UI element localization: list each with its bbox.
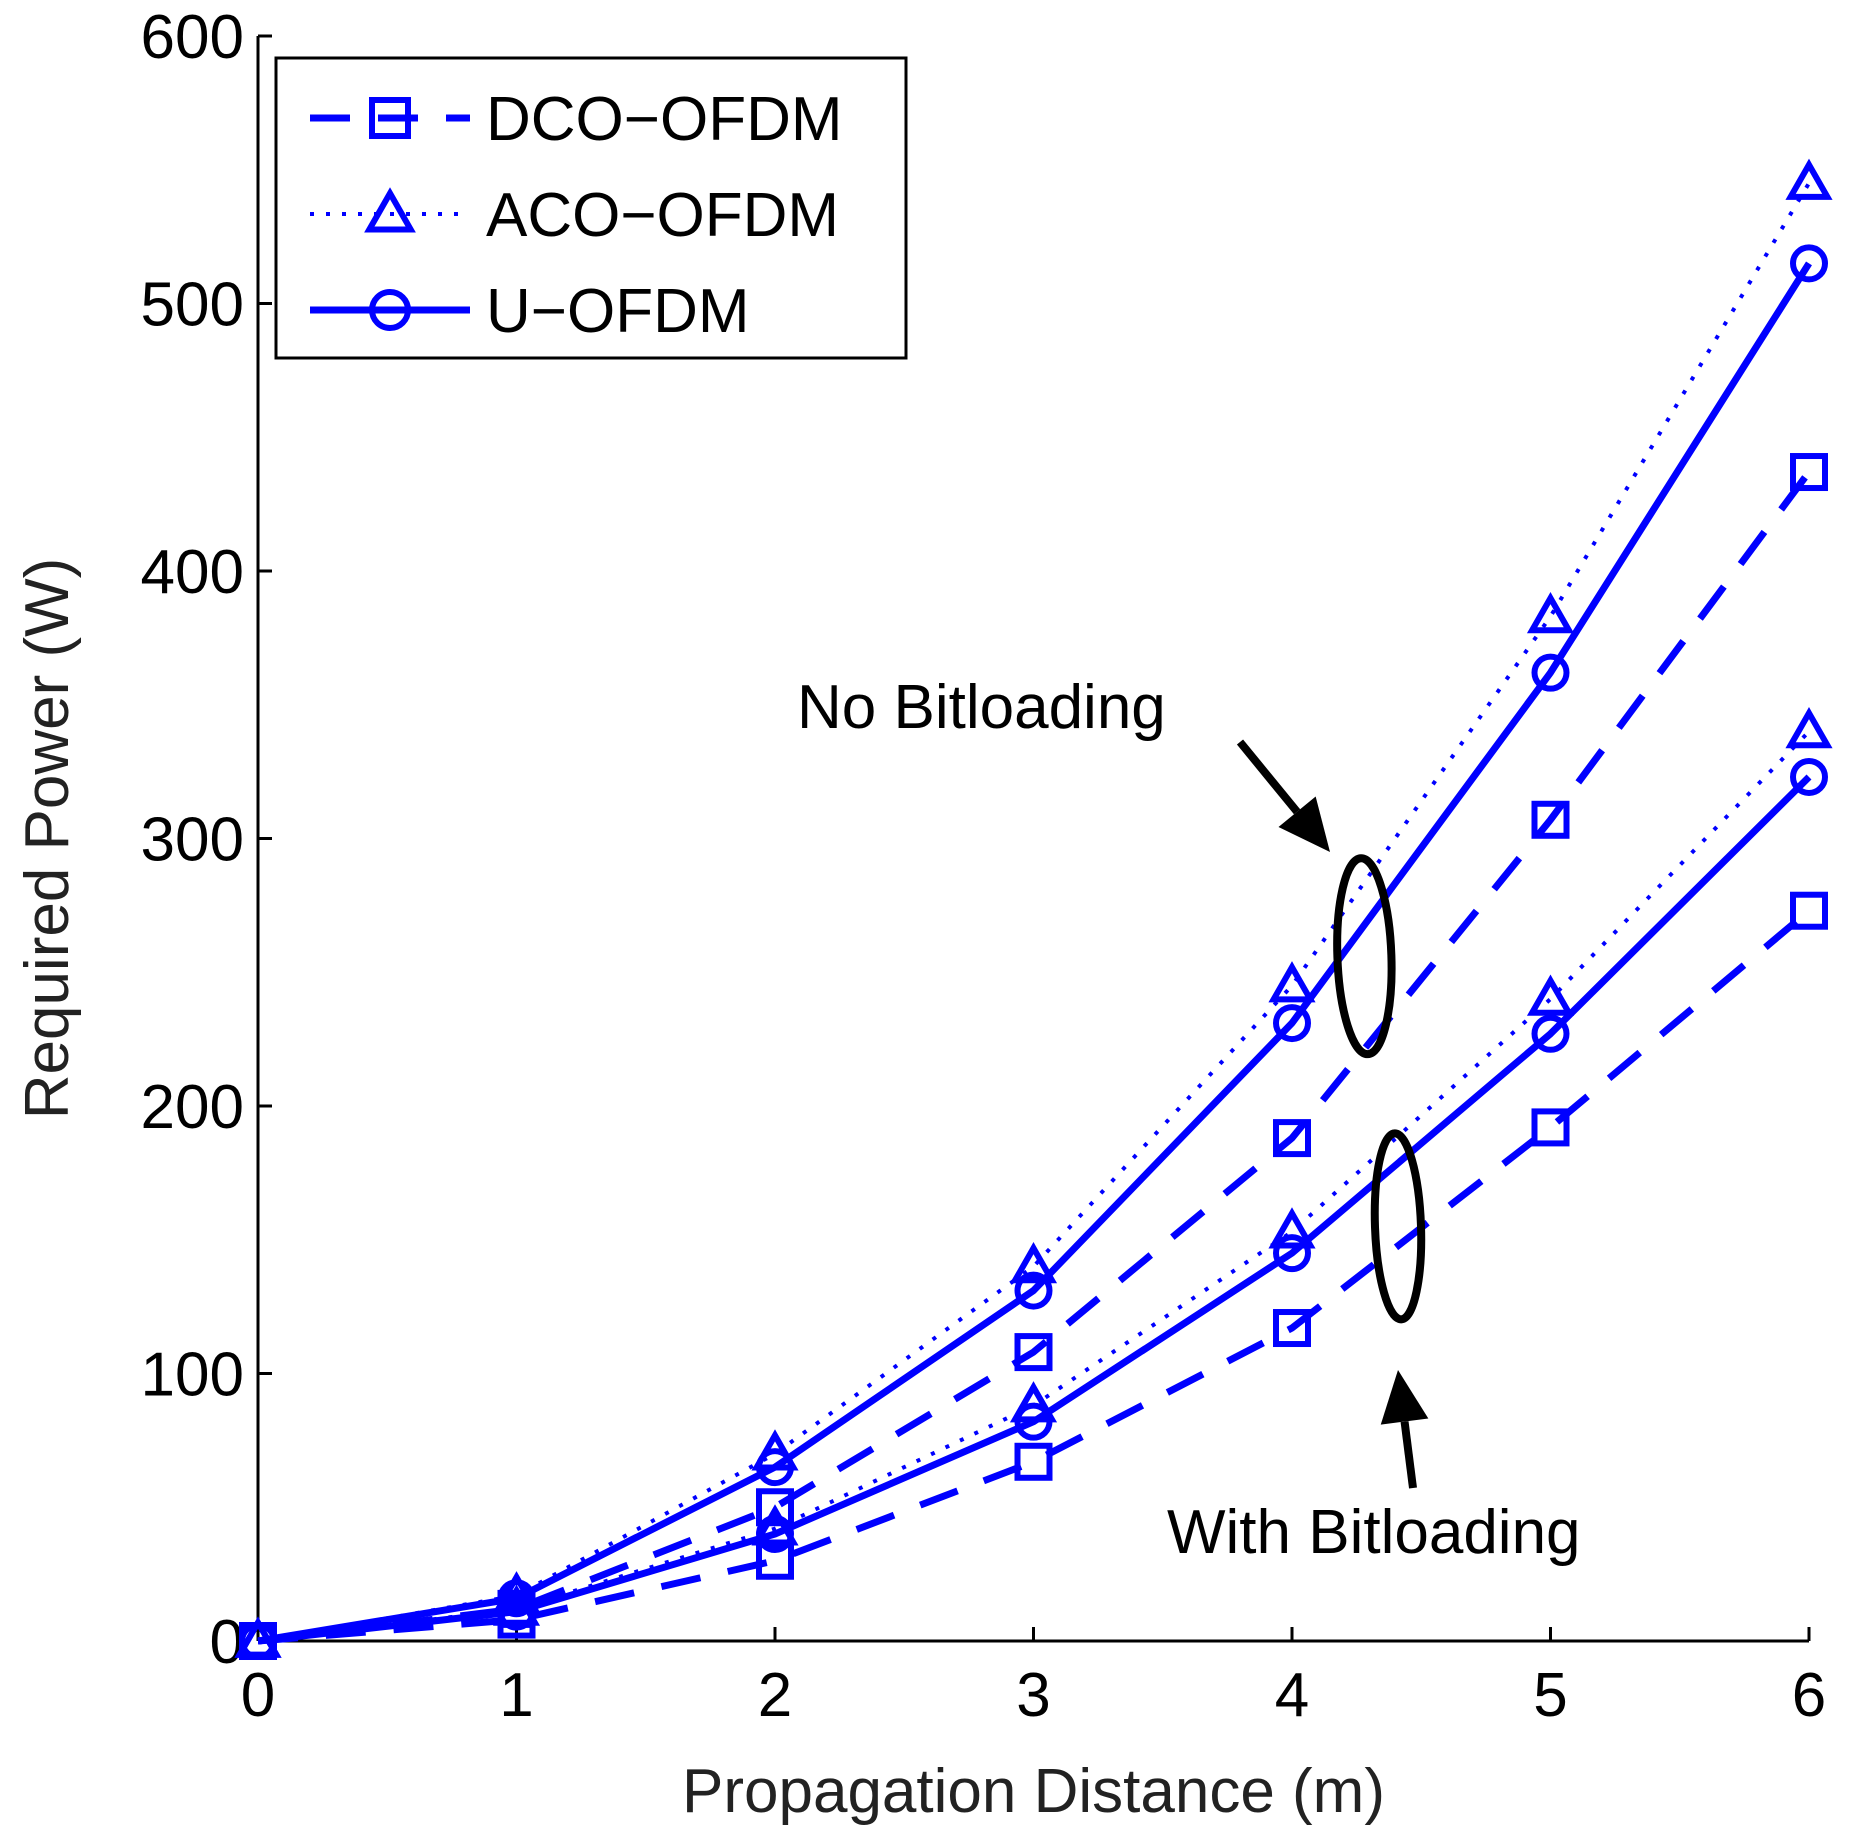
data-point: [1531, 1108, 1570, 1147]
data-point: [1268, 1207, 1316, 1249]
x-tick-label: 1: [499, 1661, 533, 1730]
legend-entry-0: DCO−OFDM: [310, 85, 843, 154]
y-axis-title: Required Power (W): [13, 558, 82, 1120]
data-point: [239, 1622, 277, 1660]
data-point: [1531, 800, 1570, 839]
data-point: [1273, 1309, 1311, 1348]
y-tick-label: 500: [141, 271, 244, 340]
series-5: [239, 757, 1828, 1660]
legend-marker: [369, 97, 411, 139]
x-tick-label: 6: [1792, 1661, 1826, 1730]
x-tick-label: 5: [1533, 1661, 1567, 1730]
series-layer: [234, 158, 1833, 1660]
arrow-shaft: [1400, 1421, 1417, 1489]
data-point: [756, 1515, 794, 1553]
legend-entry-2: U−OFDM: [310, 277, 750, 346]
legend-entry-1: ACO−OFDM: [310, 181, 839, 250]
arrow-no-bitloading: [1236, 739, 1330, 852]
x-axis-title: Propagation Distance (m): [682, 1757, 1385, 1826]
data-point: [1790, 891, 1828, 930]
y-tick-label: 400: [141, 538, 244, 607]
data-point: [1014, 1271, 1053, 1310]
axes: 0 100 200 300 400 500 600 0 1 2 3 4 5 6 Propagation Di…: [13, 3, 1826, 1826]
annotations: No Bitloading With Bitloading: [797, 673, 1581, 1567]
data-point: [497, 1592, 536, 1631]
x-tick-label: 3: [1016, 1661, 1050, 1730]
data-point: [1531, 653, 1570, 692]
data-point: [1785, 707, 1833, 749]
data-point: [1531, 1014, 1570, 1053]
legend-marker: [369, 289, 411, 331]
arrow-head: [1380, 1370, 1429, 1425]
legend-label: ACO−OFDM: [486, 181, 839, 250]
data-point: [756, 1448, 794, 1487]
y-tick-label: 100: [141, 1341, 244, 1410]
data-point: [1273, 1119, 1311, 1158]
x-tick-label: 0: [241, 1661, 275, 1730]
data-point: [1785, 158, 1833, 200]
y-tick-label: 300: [141, 806, 244, 875]
series-line: [257, 261, 1812, 1645]
data-point: [1273, 1234, 1311, 1273]
series-1: [234, 158, 1833, 1658]
data-point: [1526, 974, 1575, 1016]
arrow-with-bitloading: [1380, 1370, 1429, 1489]
data-point: [756, 1488, 794, 1527]
data-point: [1526, 592, 1575, 634]
ellipse-with-bitloading: [1370, 1129, 1426, 1324]
data-point: [1014, 1402, 1053, 1441]
y-tick-label: 0: [210, 1608, 244, 1677]
arrow-head: [1278, 796, 1330, 852]
x-tick-label: 4: [1275, 1661, 1309, 1730]
legend-label: DCO−OFDM: [486, 85, 843, 154]
data-point: [1014, 1442, 1053, 1481]
x-tick-label: 2: [758, 1661, 792, 1730]
ellipse-no-bitloading: [1333, 854, 1396, 1059]
annotation-no-bitloading: No Bitloading: [797, 673, 1166, 742]
legend-label: U−OFDM: [486, 277, 750, 346]
series-4: [234, 707, 1833, 1658]
data-point: [1014, 1333, 1053, 1372]
y-tick-label: 600: [141, 3, 244, 72]
data-point: [1009, 1242, 1058, 1284]
data-point: [1268, 961, 1316, 1003]
arrow-shaft: [1236, 739, 1301, 815]
y-tick-label: 200: [141, 1073, 244, 1142]
data-point: [1790, 757, 1828, 796]
series-line: [257, 469, 1812, 1645]
series-line: [257, 774, 1812, 1645]
annotation-with-bitloading: With Bitloading: [1167, 1498, 1581, 1567]
data-point: [1273, 1004, 1311, 1043]
legend-marker: [364, 187, 416, 233]
data-point: [1790, 244, 1828, 283]
legend: DCO−OFDM ACO−OFDM U−OFDM: [274, 56, 908, 360]
data-point: [1790, 453, 1828, 492]
